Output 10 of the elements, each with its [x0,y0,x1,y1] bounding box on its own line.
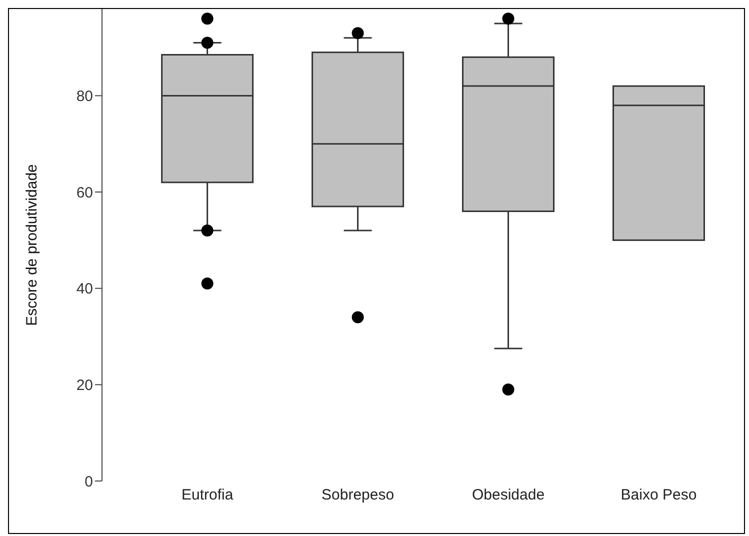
y-axis-title: Escore de produtividade [23,164,40,326]
x-tick-label: Sobrepeso [322,486,394,504]
y-tick-label: 40 [76,280,93,298]
y-tick-label: 80 [76,88,93,106]
y-tick-label: 0 [84,473,93,490]
x-tick-label: Baixo Peso [620,486,697,504]
y-tick-label: 20 [76,377,93,394]
x-tick-label: Obesidade [472,486,545,504]
y-tick-label: 60 [76,184,93,202]
x-tick-label: Eutrofia [181,486,234,504]
